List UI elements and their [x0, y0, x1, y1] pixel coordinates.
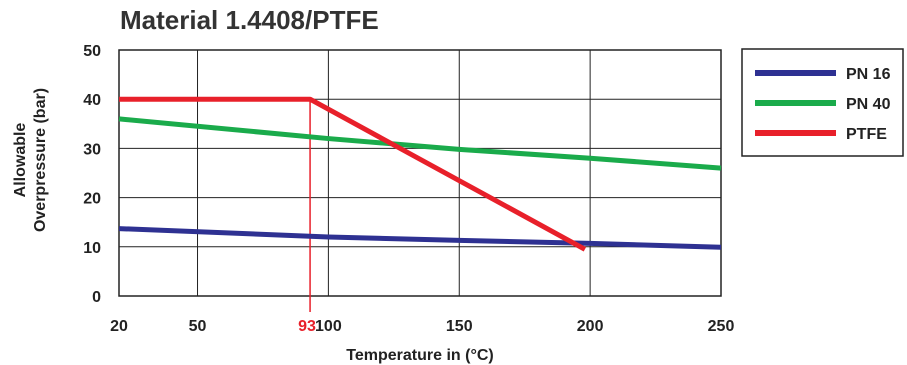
legend-item: PN 16 [755, 66, 891, 83]
series-layer [118, 96, 722, 252]
legend: PN 16 PN 40 PTFE [741, 48, 904, 157]
y-tick-label: 20 [83, 191, 101, 208]
x-tick-label: 50 [189, 318, 207, 335]
y-axis-label-line-1: Allowable [12, 123, 29, 198]
y-axis-label: Allowable Overpressure (bar) [12, 88, 49, 232]
legend-item: PTFE [755, 126, 887, 143]
y-tick-label: 10 [83, 240, 101, 257]
y-tick-label: 30 [83, 141, 101, 158]
series-line-pn-16 [118, 226, 722, 250]
legend-items: PN 16 PN 40 PTFE [755, 66, 891, 143]
marker-label: 93 [298, 318, 316, 335]
x-tick-label: 250 [708, 318, 735, 335]
y-tick-label: 0 [92, 289, 101, 306]
chart-title: Material 1.4408/PTFE [120, 5, 379, 35]
legend-label: PTFE [846, 126, 887, 143]
x-tick-label: 20 [110, 318, 128, 335]
legend-item: PN 40 [755, 96, 891, 113]
y-tick-label: 40 [83, 92, 101, 109]
legend-label: PN 40 [846, 96, 891, 113]
y-axis-label-line-2: Overpressure (bar) [32, 88, 49, 232]
series-line-ptfe [119, 96, 587, 252]
y-tick-label: 50 [83, 43, 101, 60]
x-tick-label: 150 [446, 318, 473, 335]
gridlines [118, 49, 722, 297]
plot-frame [118, 49, 722, 297]
x-axis-label: Temperature in (°C) [346, 347, 493, 364]
y-tick-labels: 0 10 20 30 40 50 [83, 43, 101, 306]
x-tick-label: 100 [315, 318, 342, 335]
x-tick-labels: 20 50 100 150 200 250 [110, 318, 734, 335]
series-line-pn-40 [118, 116, 722, 171]
legend-label: PN 16 [846, 66, 891, 83]
x-tick-label: 200 [577, 318, 604, 335]
